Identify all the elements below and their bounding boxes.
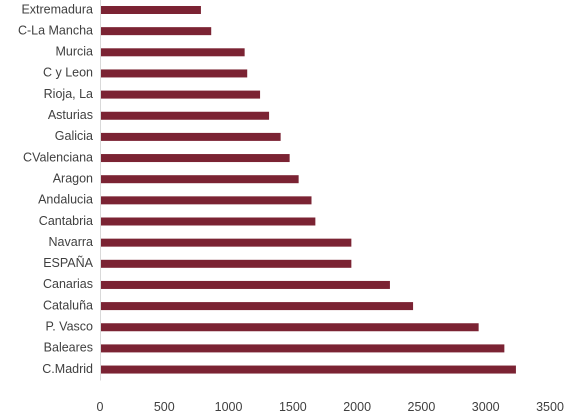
bar-c-la-mancha	[100, 27, 212, 36]
bar-cvalenciana	[100, 154, 290, 163]
bar-aragon	[100, 175, 299, 184]
bar-p-vasco	[100, 323, 479, 332]
bar-extremadura	[100, 6, 201, 14]
category-label: Extremadura	[21, 2, 93, 16]
x-tick-labels: 0 500 1000 1500 2000 2500 3000 3500	[97, 400, 564, 414]
category-label: Navarra	[49, 235, 94, 249]
x-tick-label: 1500	[279, 400, 307, 414]
bar-españa	[100, 259, 352, 268]
category-label: Cataluña	[43, 298, 93, 312]
category-label: Andalucia	[38, 193, 93, 207]
x-tick-label: 3000	[472, 400, 500, 414]
x-tick-label: 3500	[536, 400, 564, 414]
category-label: Canarias	[43, 277, 93, 291]
x-tick-label: 2500	[408, 400, 436, 414]
category-label: Cantabria	[39, 214, 93, 228]
bar-murcia	[100, 48, 245, 57]
category-label: Galicia	[55, 129, 93, 143]
category-label: P. Vasco	[46, 320, 94, 334]
category-label: Aragon	[53, 171, 93, 185]
bar-c-madrid	[100, 365, 516, 374]
category-label: C y Leon	[43, 66, 93, 80]
x-tick-label: 0	[97, 400, 104, 414]
bar-cantabria	[100, 217, 316, 226]
category-label: C.Madrid	[42, 362, 93, 376]
bar-rioja-la	[100, 90, 261, 99]
category-label: Rioja, La	[44, 87, 93, 101]
category-label: Baleares	[44, 341, 93, 355]
bar-galicia	[100, 132, 281, 141]
category-label: Murcia	[55, 45, 93, 59]
category-label: ESPAÑA	[43, 256, 93, 270]
x-tick-label: 500	[154, 400, 175, 414]
bar-andalucia	[100, 196, 312, 205]
x-tick-label: 2000	[343, 400, 371, 414]
bar-cataluña	[100, 302, 414, 311]
category-label: Asturias	[48, 108, 93, 122]
bars-group	[100, 6, 516, 374]
bar-canarias	[100, 280, 390, 289]
x-tick-label: 1000	[215, 400, 243, 414]
category-label: CValenciana	[23, 150, 93, 164]
bar-asturias	[100, 111, 270, 120]
bar-c-y-leon	[100, 69, 248, 78]
category-labels: Extremadura C-La Mancha Murcia C y Leon Rioj…	[18, 2, 94, 376]
bar-baleares	[100, 344, 505, 353]
category-label: C-La Mancha	[18, 23, 93, 37]
bar-navarra	[100, 238, 352, 247]
